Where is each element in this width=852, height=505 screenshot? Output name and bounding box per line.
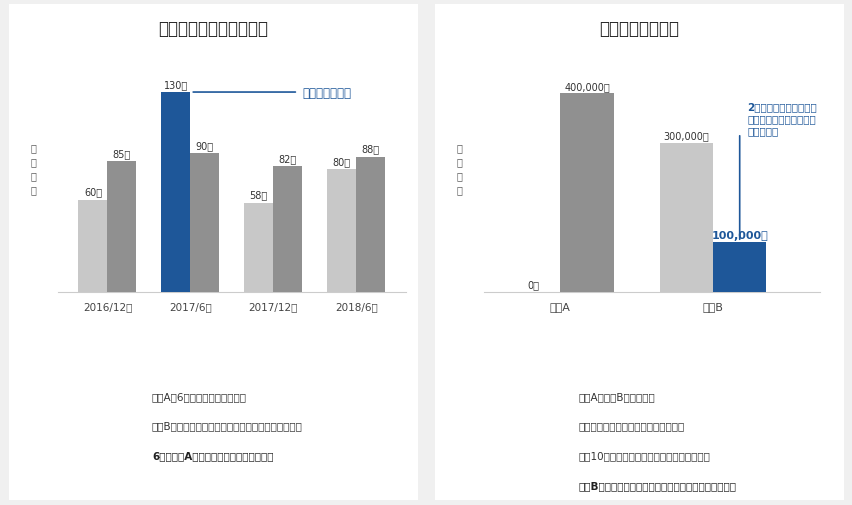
Text: 初期費用はないが、採用単価が高い。: 初期費用はないが、採用単価が高い。	[578, 421, 683, 431]
Text: 媒体Aは媒体Bと比べて、: 媒体Aは媒体Bと比べて、	[578, 391, 654, 401]
Text: 媒体Aは6月の応募が多かった。: 媒体Aは6月の応募が多かった。	[152, 391, 247, 401]
Text: 求人媒体の応募実績比較: 求人媒体の応募実績比較	[158, 20, 268, 38]
Text: 通
過
人
数: 通 過 人 数	[456, 142, 462, 194]
Text: 6月は媒体Aを積極的に活用していこう。: 6月は媒体Aを積極的に活用していこう。	[152, 450, 273, 461]
Text: 媒体Bは通年でコンスタントに応募獲得できている。: 媒体Bは通年でコンスタントに応募獲得できている。	[152, 421, 302, 431]
Text: 媒体Bの方がトータルの採用コストを抑えられそうだ。: 媒体Bの方がトータルの採用コストを抑えられそうだ。	[578, 480, 735, 490]
Text: 応
募
件
数: 応 募 件 数	[30, 142, 36, 194]
Text: 今期10人という多めの採用目標に向けては、: 今期10人という多めの採用目標に向けては、	[578, 450, 709, 461]
Text: 採用単価を可視化: 採用単価を可視化	[599, 20, 679, 38]
